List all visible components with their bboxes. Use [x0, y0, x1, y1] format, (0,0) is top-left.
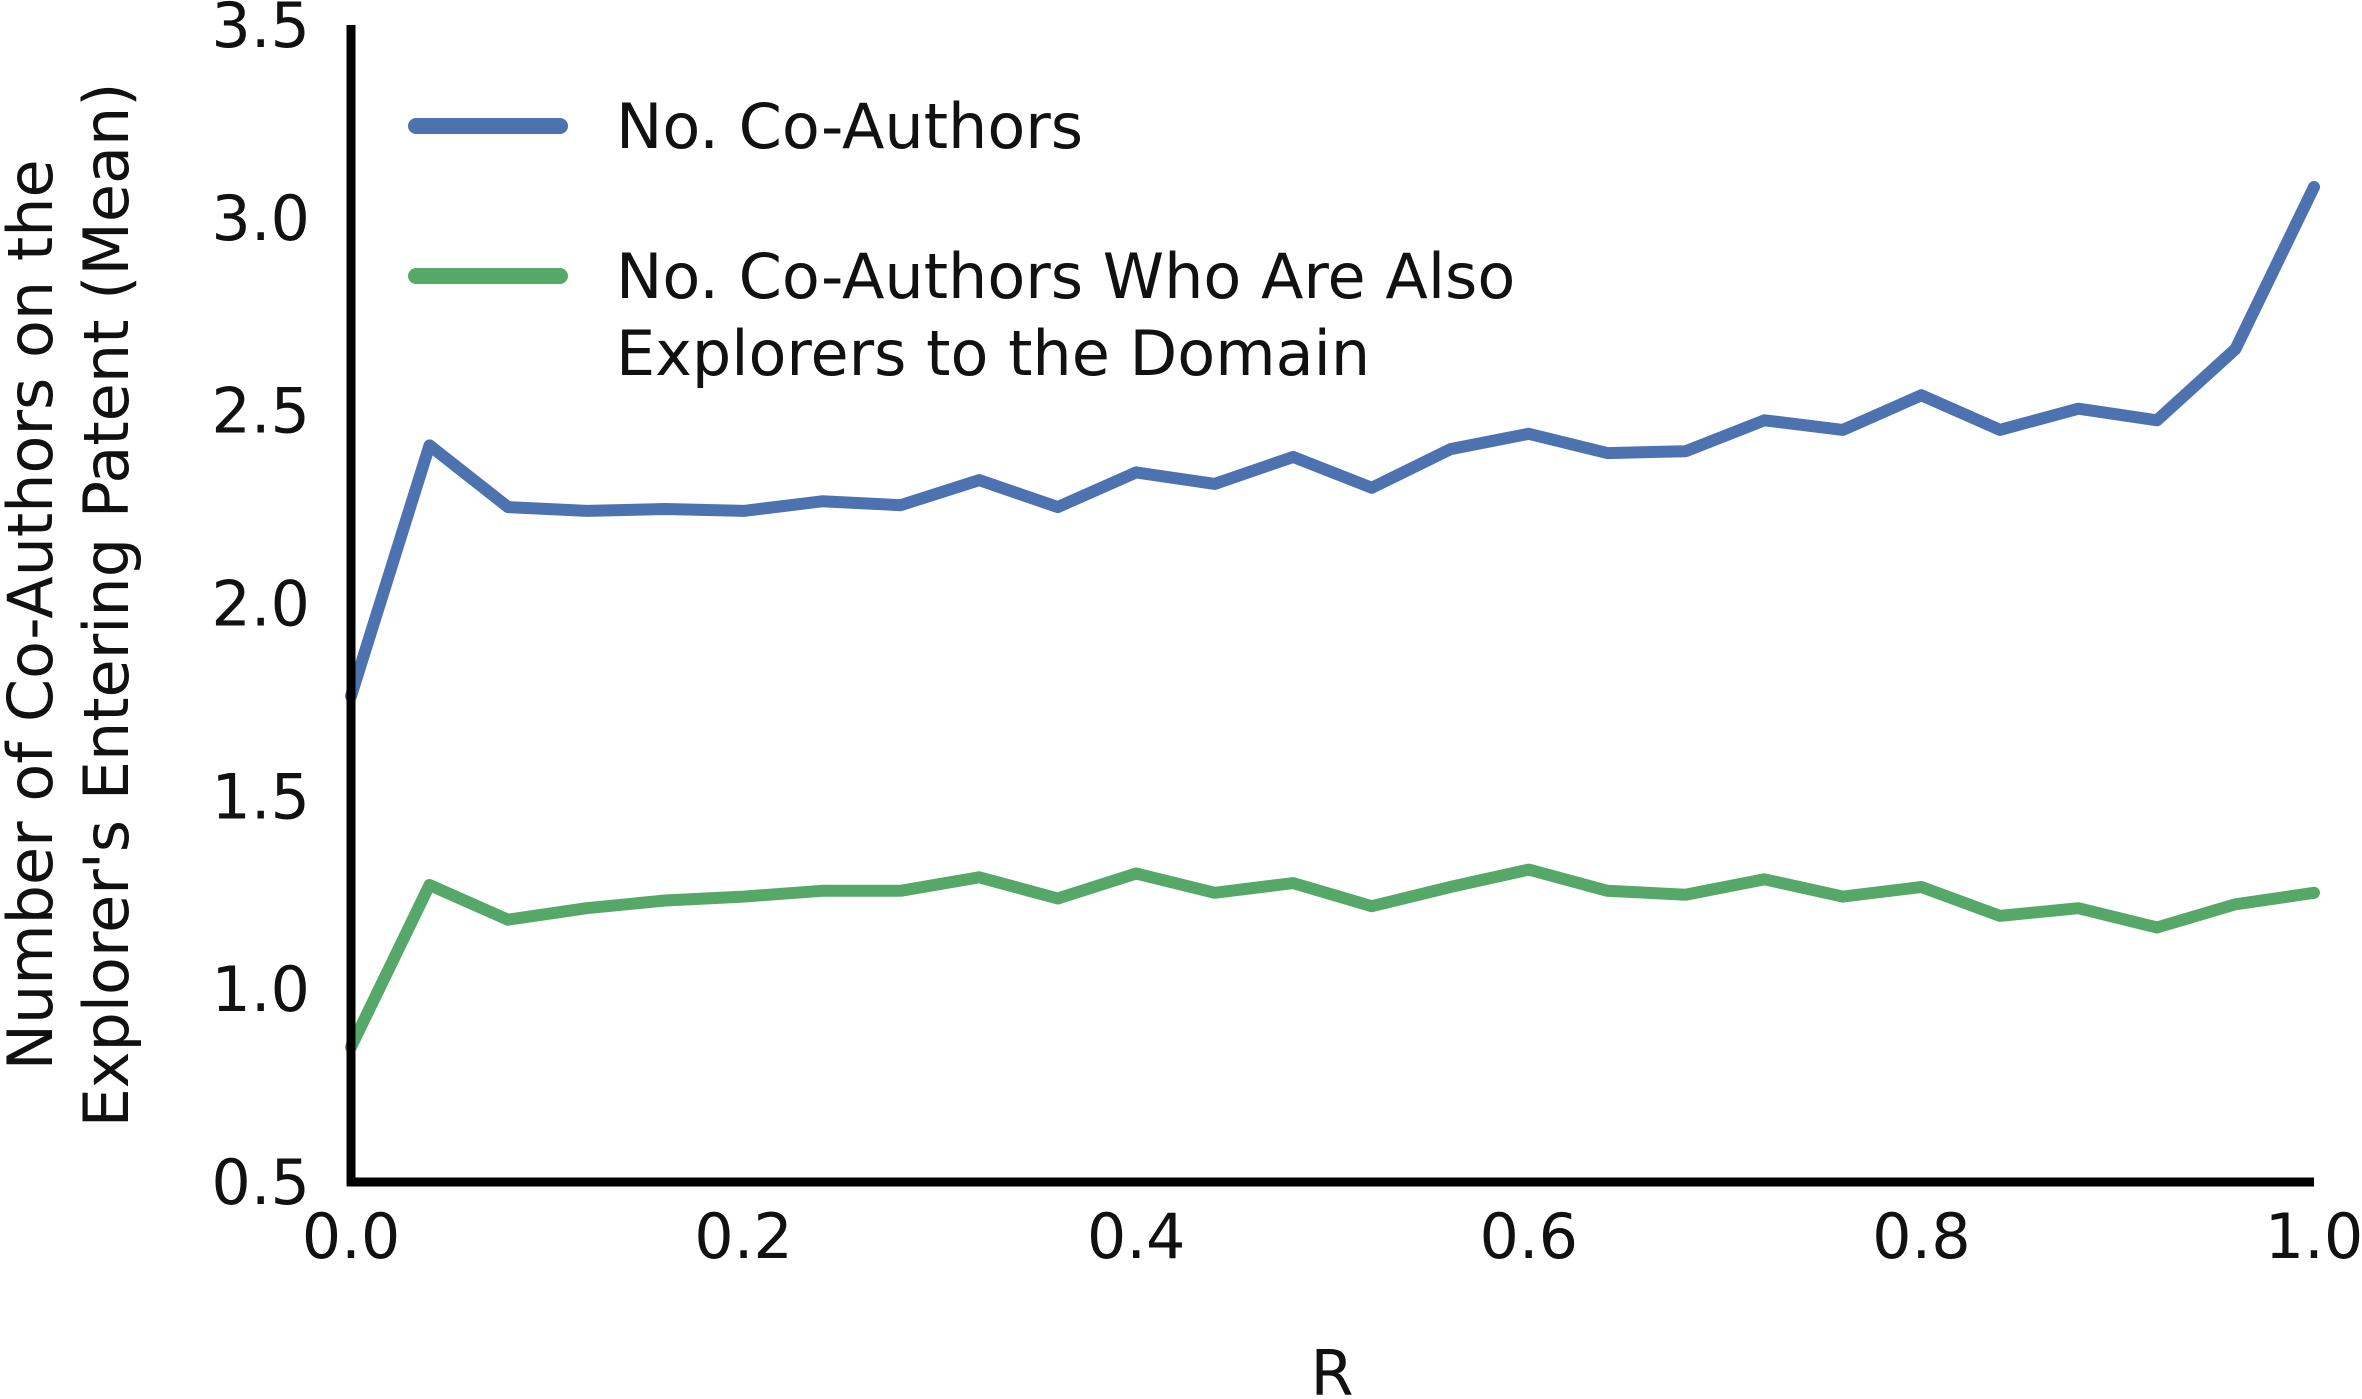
y-tick-label: 0.5	[211, 1146, 310, 1219]
legend-label-1: No. Co-Authors	[616, 90, 1083, 163]
y-tick-label: 3.5	[211, 0, 310, 62]
x-axis-title: R	[1310, 1337, 1353, 1399]
series-line-1	[345, 181, 2320, 703]
legend-label-2: No. Co-Authors Who Are Also Explorers to …	[616, 240, 1515, 390]
x-tick-label: 0.4	[1087, 1200, 1186, 1273]
x-tick-label: 0.0	[302, 1200, 401, 1273]
x-tick-label: 0.6	[1479, 1200, 1578, 1273]
axes	[346, 25, 2314, 1187]
x-tick-labels: 0.0 0.2 0.4 0.6 0.8 1.0	[302, 1200, 2362, 1273]
y-axis-title: Number of Co-Authors on the Explorer's E…	[0, 83, 143, 1128]
y-tick-labels: 0.5 1.0 1.5 2.0 2.5 3.0 3.5	[211, 0, 310, 1219]
y-tick-label: 1.0	[211, 953, 310, 1026]
series-layer	[345, 181, 2320, 1053]
y-tick-label: 3.0	[211, 182, 310, 255]
x-tick-label: 0.2	[694, 1200, 793, 1273]
legend: No. Co-Authors No. Co-Authors Who Are Als…	[408, 90, 1515, 390]
y-tick-label: 2.5	[211, 375, 310, 448]
series-line-2	[345, 863, 2320, 1053]
y-tick-label: 2.0	[211, 568, 310, 641]
y-axis-title-line-2: Explorer's Entering Patent (Mean)	[70, 83, 143, 1128]
y-tick-label: 1.5	[211, 760, 310, 833]
x-tick-label: 0.8	[1872, 1200, 1971, 1273]
y-axis-title-line-1: Number of Co-Authors on the	[0, 159, 67, 1070]
x-tick-label: 1.0	[2265, 1200, 2362, 1273]
